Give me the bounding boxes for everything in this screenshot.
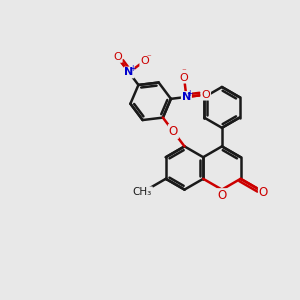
Text: +: + <box>186 88 193 98</box>
Text: O: O <box>259 185 268 199</box>
Text: ⁻: ⁻ <box>181 68 186 77</box>
Text: O: O <box>140 56 149 66</box>
Text: N: N <box>182 92 191 102</box>
Text: N: N <box>124 68 134 77</box>
Text: O: O <box>113 52 122 62</box>
Text: O: O <box>180 73 188 82</box>
Text: O: O <box>169 125 178 138</box>
Text: ⁻: ⁻ <box>147 53 152 62</box>
Text: CH₃: CH₃ <box>133 187 152 197</box>
Text: +: + <box>129 64 135 73</box>
Text: O: O <box>201 90 210 100</box>
Text: O: O <box>217 189 226 202</box>
